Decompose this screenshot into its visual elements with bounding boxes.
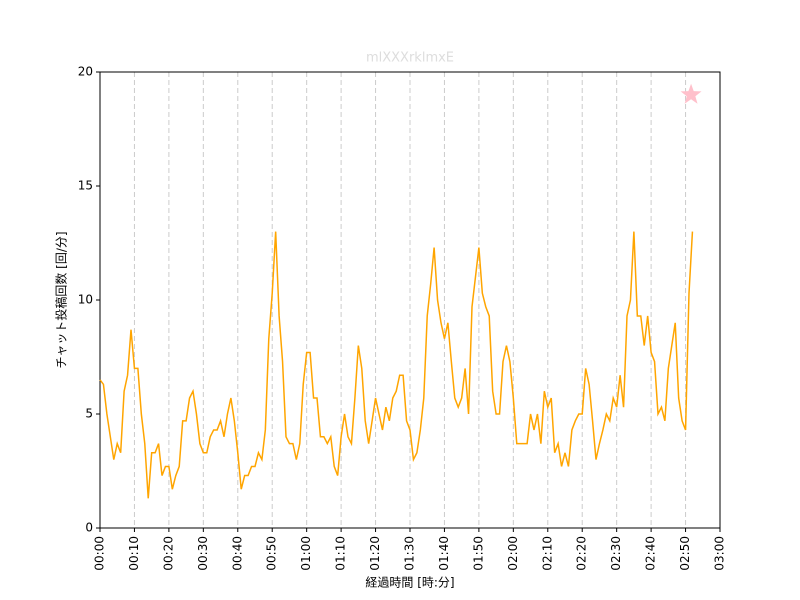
plot-frame [99,71,721,529]
y-tick-label: 20 [78,65,93,79]
x-tick-label: 02:10 [540,536,554,571]
x-tick-label: 01:00 [299,536,313,571]
star-marker [680,83,702,104]
x-tick-label: 01:10 [334,536,348,571]
x-tick-label: 02:50 [678,536,692,571]
x-tick-label: 01:50 [471,536,485,571]
x-tick-label: 00:40 [230,536,244,571]
y-axis-label: チャット投稿回数 [回/分] [54,231,69,368]
chart-title: mlXXXrklmxE [366,51,454,66]
x-tick-label: 01:30 [403,536,417,571]
y-tick-label: 5 [85,407,93,421]
data-line [99,231,694,499]
x-axis-label: 経過時間 [時:分] [365,576,454,590]
x-tick-label: 00:50 [265,536,279,571]
y-tick-label: 10 [78,293,93,307]
x-tick-label: 02:20 [575,536,589,571]
x-tick-label: 00:00 [93,536,107,571]
x-tick-label: 02:00 [506,536,520,571]
x-tick-label: 03:00 [713,536,727,571]
x-tick-label: 02:30 [609,536,623,571]
y-tick-label: 15 [78,179,93,193]
x-tick-label: 00:10 [127,536,141,571]
x-tick-label: 00:30 [196,536,210,571]
x-tick-label: 00:20 [161,536,175,571]
x-tick-label: 02:40 [644,536,658,571]
x-tick-label: 01:40 [437,536,451,571]
y-tick-label: 0 [85,521,93,535]
x-tick-label: 01:20 [368,536,382,571]
